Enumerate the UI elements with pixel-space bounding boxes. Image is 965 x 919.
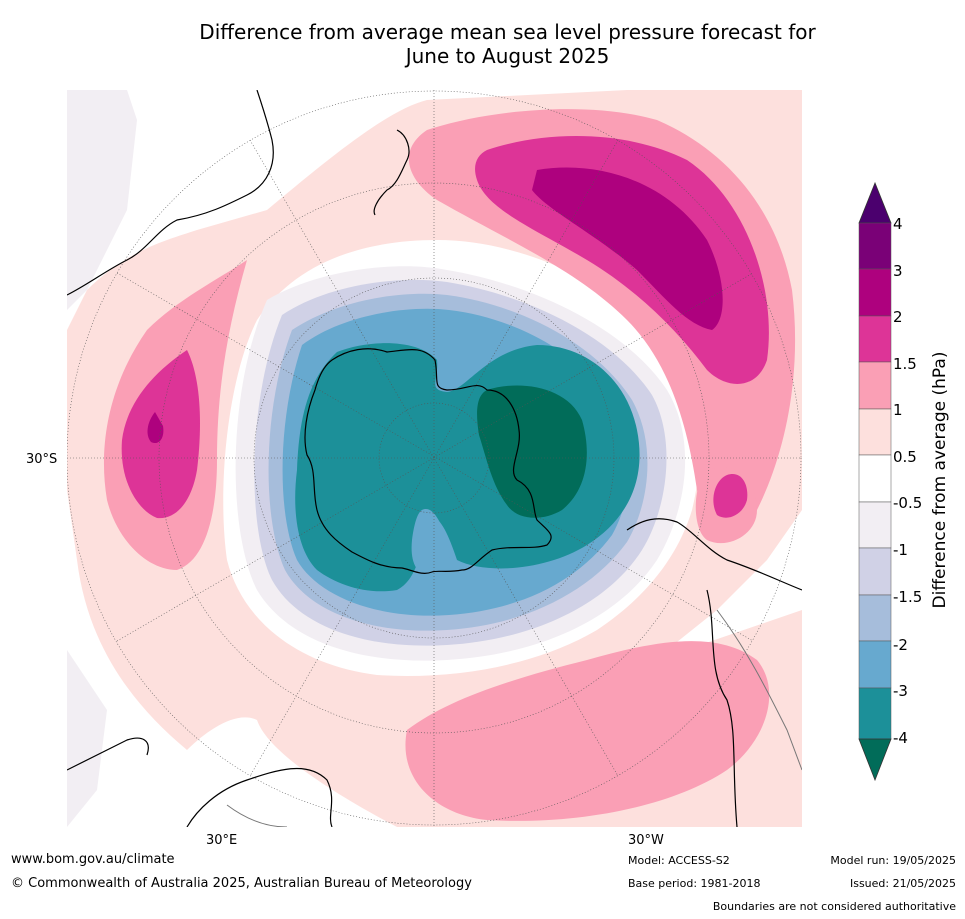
colorbar--2to-1.5 (858, 594, 892, 642)
country-borders (226, 609, 802, 827)
faint-negative-area-southwest (67, 650, 107, 827)
positive-anomaly-northeast-core (532, 167, 723, 330)
longitude-label-30w: 30°W (628, 833, 664, 848)
south-america-coastline (626, 518, 802, 591)
colorbar-label-4: 4 (893, 215, 903, 233)
colorbar--1to-0.5 (858, 501, 892, 549)
chart-title: Difference from average mean sea level p… (120, 20, 895, 68)
colorbar-label-1: 1 (893, 401, 903, 419)
colorbar-3to4 (858, 222, 892, 270)
positive-anomaly-west-core (147, 412, 164, 444)
base-period-text: Base period: 1981-2018 (628, 877, 761, 890)
colorbar-label-neg2: -2 (893, 636, 908, 654)
south-america-coastline-2 (706, 589, 738, 827)
website-link[interactable]: www.bom.gov.au/climate (11, 852, 175, 867)
colorbar-extend-bottom (858, 738, 892, 782)
colorbar-label-2: 2 (893, 308, 903, 326)
colorbar-label-0-5: 0.5 (893, 448, 917, 466)
colorbar-label-neg1: -1 (893, 541, 908, 559)
issued-text: Issued: 21/05/2025 (849, 877, 956, 890)
colorbar-title: Difference from average (hPa) (930, 351, 950, 609)
colorbar-label-neg3: -3 (893, 682, 908, 700)
colorbar--3to-2 (858, 640, 892, 689)
colorbar (858, 181, 892, 782)
model-text: Model: ACCESS-S2 (628, 854, 730, 867)
graticule (67, 90, 802, 827)
australia-coastline (67, 90, 274, 296)
positive-anomaly-south-moderate (405, 641, 770, 821)
title-line-1: Difference from average mean sea level p… (199, 20, 816, 44)
africa-coastline (186, 767, 333, 827)
colorbar-label-3: 3 (893, 262, 903, 280)
colorbar-label-neg0-5: -0.5 (893, 494, 923, 512)
positive-anomaly-east-strong (713, 474, 748, 518)
colorbar-label-neg1-5: -1.5 (893, 588, 923, 606)
title-line-2: June to August 2025 (405, 44, 610, 68)
faint-negative-area-west (67, 90, 137, 310)
disclaimer-text: Boundaries are not considered authoritat… (712, 900, 956, 913)
colorbar--4to-3 (858, 687, 892, 740)
colorbar-label-neg4: -4 (893, 729, 908, 747)
colorbar-1to1.5 (858, 361, 892, 410)
pressure-anomaly-map (67, 90, 802, 827)
latitude-label-30s: 30°S (26, 452, 58, 467)
colorbar-2to3 (858, 268, 892, 317)
colorbar-label-1-5: 1.5 (893, 355, 917, 373)
model-run-text: Model run: 19/05/2025 (830, 854, 956, 867)
colorbar--1.5to-1 (858, 547, 892, 596)
colorbar-1.5to2 (858, 315, 892, 363)
new-zealand-coastline (373, 129, 410, 216)
antarctica-coastline (304, 348, 552, 574)
coastlines (67, 90, 802, 827)
negative-anomaly-inner-hole (411, 509, 450, 579)
longitude-label-30e: 30°E (206, 833, 238, 848)
copyright-text: © Commonwealth of Australia 2025, Austra… (11, 876, 472, 891)
colorbar-extend-top (858, 181, 892, 224)
colorbar-0.5to1 (858, 408, 892, 456)
colorbar-neutral (858, 454, 892, 503)
negative-anomaly-extreme (477, 385, 587, 518)
africa-coastline-2 (67, 737, 149, 771)
